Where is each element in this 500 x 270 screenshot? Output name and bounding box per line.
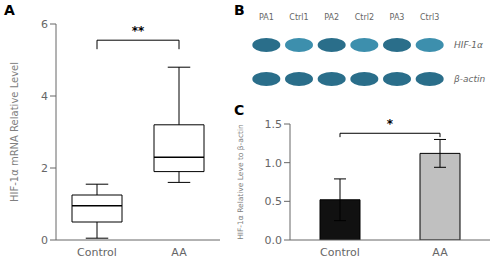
svg-text:Ctrl1: Ctrl1 — [289, 13, 308, 22]
svg-text:4: 4 — [41, 90, 48, 103]
svg-text:2: 2 — [41, 162, 48, 175]
svg-text:Ctrl3: Ctrl3 — [420, 13, 439, 22]
html-text:C: C — [234, 102, 245, 118]
svg-text:HIF-1α: HIF-1α — [454, 40, 483, 50]
svg-text:PA1: PA1 — [259, 13, 274, 22]
svg-text:**: ** — [132, 24, 145, 38]
svg-text:AA: AA — [171, 246, 187, 259]
svg-text:β-actin: β-actin — [453, 74, 485, 84]
svg-text:PA3: PA3 — [390, 13, 405, 22]
svg-text:HIF-1α mRNA Relative Level: HIF-1α mRNA Relative Level — [9, 62, 20, 202]
svg-text:0: 0 — [41, 234, 48, 247]
svg-text:Ctrl2: Ctrl2 — [355, 13, 374, 22]
svg-text:*: * — [387, 117, 394, 131]
svg-text:Control: Control — [77, 246, 117, 259]
svg-text:AA: AA — [432, 246, 448, 259]
svg-text:6: 6 — [41, 18, 48, 31]
svg-text:PA2: PA2 — [324, 13, 339, 22]
svg-text:0.0: 0.0 — [265, 234, 283, 247]
svg-text:Control: Control — [320, 246, 360, 259]
html-text:B: B — [234, 2, 245, 18]
svg-text:HIF-1α Relative Leve to β-acti: HIF-1α Relative Leve to β-actin — [236, 124, 245, 240]
svg-text:1.0: 1.0 — [265, 157, 283, 170]
html-text:A: A — [4, 2, 15, 18]
svg-text:0.5: 0.5 — [265, 195, 283, 208]
svg-text:1.5: 1.5 — [265, 118, 283, 131]
